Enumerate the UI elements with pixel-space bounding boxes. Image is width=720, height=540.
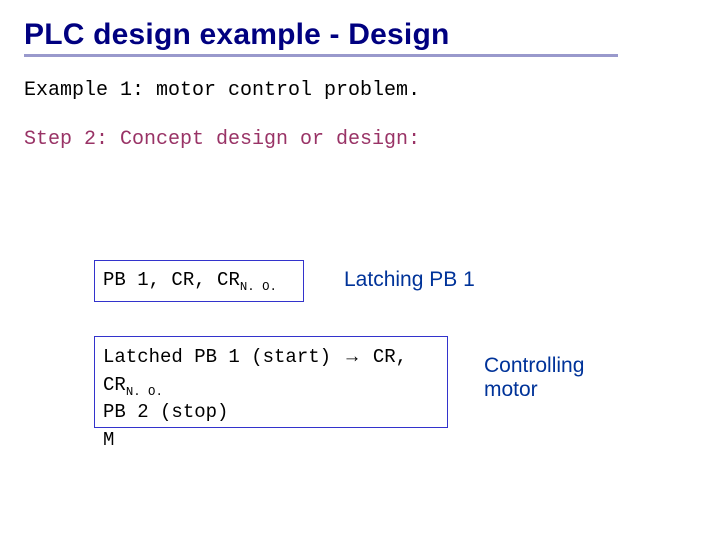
annot-controlling: Controlling motor — [484, 354, 584, 402]
step-line: Step 2: Concept design or design: — [24, 128, 696, 151]
box2-line1-cr: CRN. O. — [103, 374, 163, 396]
box2-line1-a: Latched PB 1 (start) — [103, 346, 342, 368]
title-underline — [24, 54, 618, 57]
box1-cr2: CRN. O. — [217, 269, 277, 291]
box2-line1: Latched PB 1 (start) → CR, CRN. O. — [103, 343, 439, 399]
box2-cr-sub: N. O. — [126, 384, 163, 398]
box1-cr2-sub: N. O. — [240, 280, 277, 294]
box-controlling: Latched PB 1 (start) → CR, CRN. O. PB 2 … — [94, 336, 448, 428]
box2-cr-pre: CR — [103, 374, 126, 396]
box2-line3: M — [103, 427, 439, 455]
annot2-line1: Controlling — [484, 354, 584, 378]
example-subtitle: Example 1: motor control problem. — [24, 79, 696, 102]
box1-cr2-pre: CR — [217, 269, 240, 291]
slide-title: PLC design example - Design — [24, 18, 696, 52]
box1-cr1: CR, — [171, 269, 205, 291]
box2-line2: PB 2 (stop) — [103, 399, 439, 427]
box-latching: PB 1, CR, CRN. O. — [94, 260, 304, 302]
annot-latching: Latching PB 1 — [344, 268, 475, 292]
arrow-right-icon: → — [342, 346, 361, 367]
box2-line1-b: CR, — [361, 346, 407, 368]
annot2-line2: motor — [484, 378, 584, 402]
box1-pb: PB 1, — [103, 269, 160, 291]
